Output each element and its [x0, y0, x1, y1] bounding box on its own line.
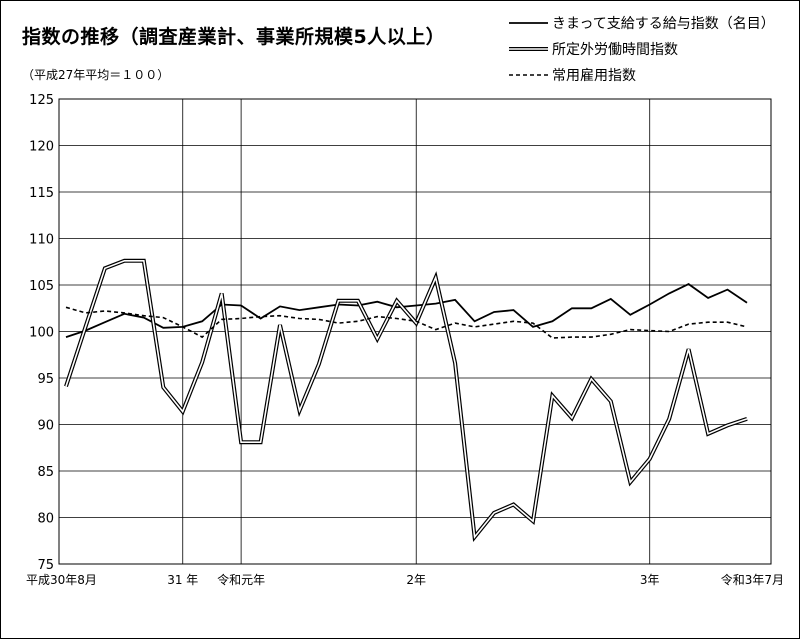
- y-tick-label: 85: [37, 465, 54, 480]
- y-tick-label: 110: [29, 233, 54, 248]
- y-tick-label: 125: [29, 93, 54, 108]
- legend-label: 所定外労働時間指数: [552, 42, 678, 58]
- chart-subtitle: （平成27年平均＝１００）: [22, 68, 170, 82]
- y-tick-label: 95: [37, 372, 54, 387]
- series-line-overtime-inner: [65, 259, 748, 539]
- y-tick-label: 120: [29, 140, 54, 155]
- x-tick-label: 3年: [640, 573, 660, 587]
- series-line-wages: [65, 283, 748, 338]
- grid-lines: [58, 98, 772, 565]
- y-tick-label: 75: [37, 558, 54, 573]
- x-tick-label: 令和3年7月: [721, 572, 784, 587]
- x-tick-label: 平成30年8月: [26, 573, 97, 587]
- y-tick-label: 90: [37, 419, 54, 434]
- x-tick-label: 2年: [406, 573, 426, 587]
- chart-title: 指数の推移（調査産業計、事業所規模5人以上）: [22, 26, 446, 48]
- series-line-employment: [65, 306, 748, 339]
- legend-label: 常用雇用指数: [552, 67, 636, 84]
- x-tick-labels: 平成30年8月 31 年 令和元年 2年 3年 令和3年7月: [26, 572, 784, 587]
- x-tick-label: 令和元年: [217, 572, 265, 587]
- y-tick-label: 105: [29, 279, 54, 294]
- series-line-overtime-outer: [64, 258, 748, 542]
- x-tick-label: 31 年: [167, 573, 198, 587]
- y-tick-label: 100: [29, 326, 54, 341]
- y-tick-label: 80: [37, 512, 54, 527]
- y-tick-label: 115: [29, 186, 54, 201]
- series-lines: [64, 258, 748, 542]
- y-tick-labels: 75 80 85 90 95 100 105 110 115 120 125: [29, 93, 54, 573]
- legend-label: きまって支給する給与指数（名目）: [552, 16, 775, 32]
